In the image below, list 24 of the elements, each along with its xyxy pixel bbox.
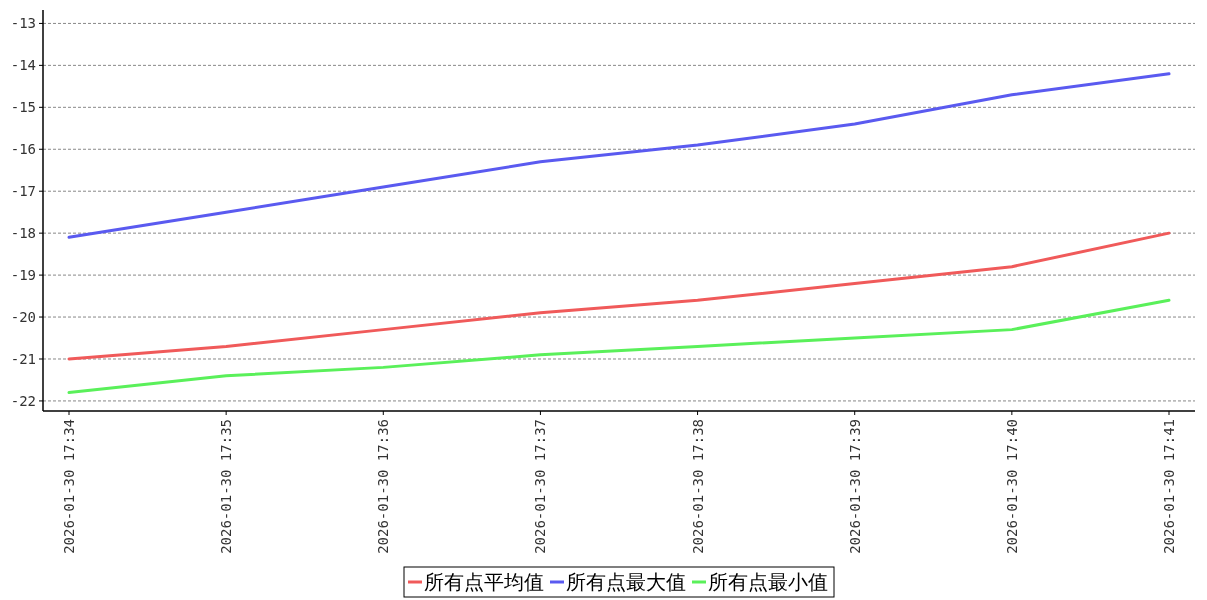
- legend-label: 所有点最大值: [566, 571, 686, 593]
- x-tick-label: 2026-01-30 17:40: [1003, 419, 1020, 554]
- y-tick-label: -19: [10, 267, 36, 284]
- line-series: [67, 72, 1171, 239]
- x-tick-label: 2026-01-30 17:37: [532, 419, 549, 554]
- y-tick-label: -14: [10, 57, 36, 74]
- y-tick-label: -15: [10, 99, 36, 116]
- x-tick-label: 2026-01-30 17:38: [689, 419, 706, 554]
- x-tick-label: 2026-01-30 17:41: [1161, 419, 1177, 554]
- legend-label: 所有点最小值: [708, 571, 828, 593]
- line-series: [67, 298, 1171, 395]
- y-tick-label: -20: [10, 309, 36, 326]
- line-series: [67, 231, 1171, 361]
- y-tick-label: -18: [10, 225, 36, 242]
- x-tick-label: 2026-01-30 17:36: [375, 419, 392, 554]
- x-tick-label: 2026-01-30 17:34: [61, 419, 77, 554]
- x-tick-label: 2026-01-30 17:35: [218, 419, 235, 554]
- y-tick-label: -16: [10, 141, 36, 158]
- y-tick-label: -21: [10, 350, 36, 367]
- y-tick-label: -17: [10, 183, 36, 200]
- x-tick-label: 2026-01-30 17:39: [846, 419, 863, 554]
- legend-label: 所有点平均值: [424, 571, 544, 593]
- y-tick-label: -13: [10, 15, 36, 32]
- y-tick-label: -22: [10, 392, 36, 409]
